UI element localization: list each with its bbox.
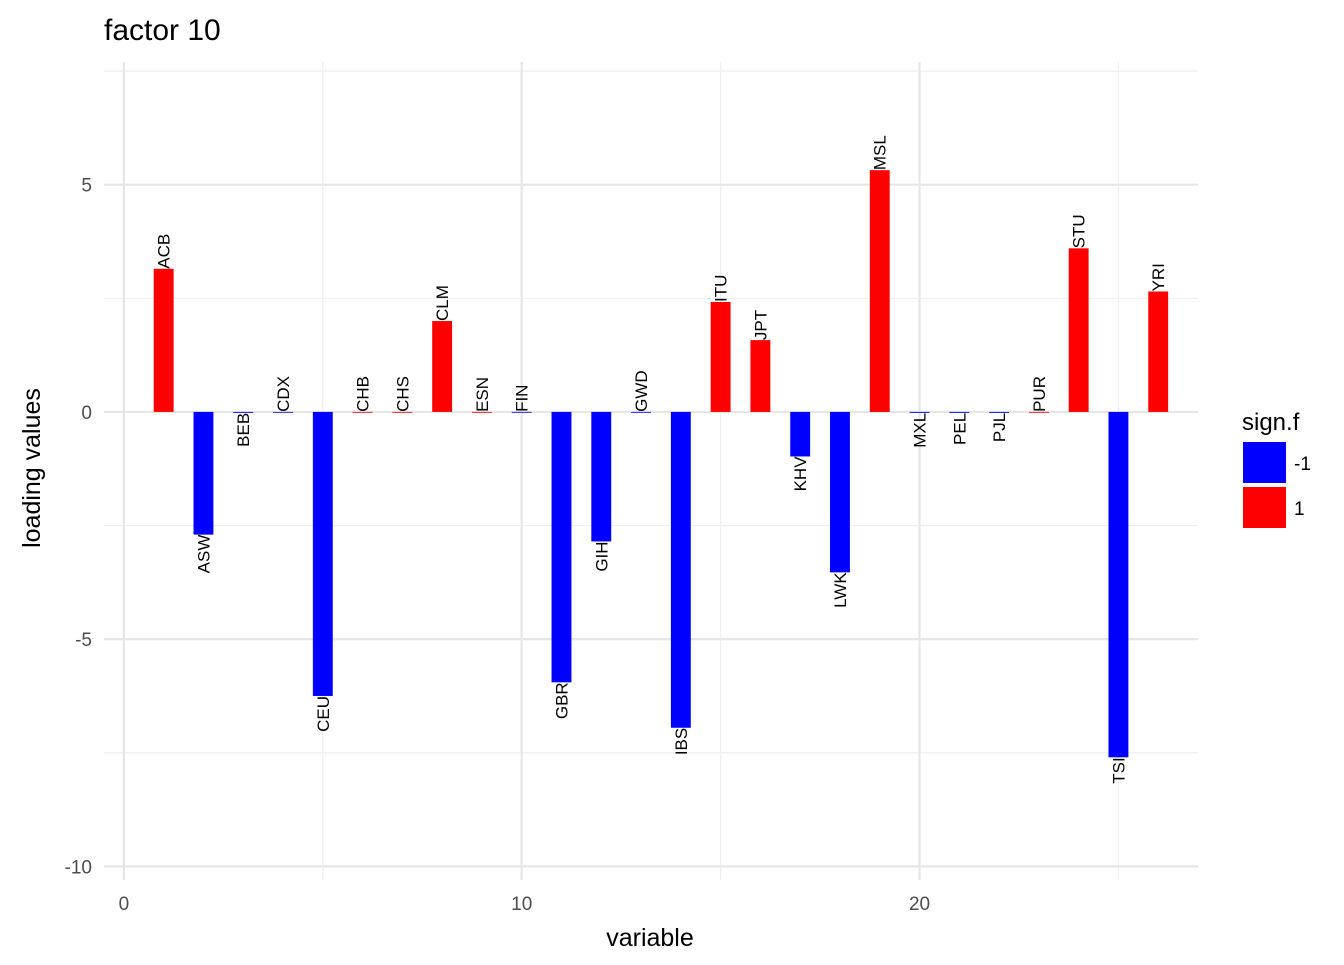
x-axis-title: variable [606,924,694,952]
bar-gih [591,411,612,542]
legend: sign.f -1 1 [1242,409,1311,528]
bar-yri [1148,291,1169,412]
bar-label-ibs: IBS [672,728,691,755]
bar-label-asw: ASW [194,535,213,574]
bar-label-msl: MSL [871,135,890,170]
bar-mxl [909,411,930,413]
bar-label-yri: YRI [1149,263,1168,291]
bar-label-fin: FIN [513,385,532,412]
bar-chb [352,411,373,413]
legend-title: sign.f [1242,409,1300,436]
legend-swatch-neg [1243,442,1286,483]
chart-title: factor 10 [104,14,221,47]
y-tick-label: 5 [81,176,92,197]
y-tick-label: 0 [81,403,92,424]
bar-label-clm: CLM [433,285,452,321]
bar-msl [869,170,890,412]
bar-ceu [312,411,333,696]
legend-label-pos: 1 [1294,499,1305,520]
grid [104,62,1198,880]
axis-ticks: 0 10 20 5 0 -5 -10 [65,176,931,915]
bar-label-pel: PEL [950,413,969,445]
bar-label-chb: CHB [354,376,373,412]
x-tick-label: 0 [119,894,130,915]
bar-gwd [631,411,651,413]
bar-label-esn: ESN [473,377,492,412]
y-axis-title: loading values [18,388,46,548]
bar-chs [392,411,413,413]
bar-stu [1068,248,1089,412]
bars [153,170,1169,758]
bar-label-ceu: CEU [314,696,333,732]
bar-cdx [273,411,293,413]
bar-label-gwd: GWD [632,370,651,412]
bar-label-gbr: GBR [552,682,571,719]
bar-label-mxl: MXL [911,413,930,448]
bar-label-lwk: LWK [831,572,850,608]
bar-label-gih: GIH [592,541,611,571]
x-tick-label: 20 [909,894,930,915]
bar-ibs [670,411,691,728]
bar-esn [471,411,492,413]
bar-label-jpt: JPT [751,310,770,340]
bar-pur [1028,411,1049,413]
legend-label-neg: -1 [1294,454,1311,475]
bar-label-tsi: TSI [1109,757,1128,783]
bar-acb [153,268,174,412]
bar-asw [193,411,214,535]
bar-label-beb: BEB [234,413,253,447]
bar-gbr [551,411,572,683]
bar-label-stu: STU [1070,214,1089,248]
bar-pel [949,411,970,413]
bar-beb [233,411,254,413]
bar-pjl [989,411,1010,413]
bar-label-cdx: CDX [274,376,293,412]
bar-label-khv: KHV [791,456,810,492]
bar-label-pur: PUR [1030,376,1049,412]
bar-itu [710,301,731,412]
y-tick-label: -5 [75,630,92,651]
bar-labels: ACB ASW BEB CDX CEU CHB CHS CLM ESN FIN GBR GIH GWD I… [155,135,1169,784]
bar-khv [790,411,811,457]
bar-label-pjl: PJL [990,413,1009,442]
bar-label-chs: CHS [393,376,412,412]
bar-jpt [750,340,771,412]
bar-clm [432,321,453,412]
bar-label-acb: ACB [155,234,174,269]
legend-swatch-pos [1243,487,1286,528]
bar-lwk [830,411,850,573]
bar-tsi [1108,411,1129,758]
x-tick-label: 10 [511,894,532,915]
bar-label-itu: ITU [712,275,731,302]
bar-fin [511,411,532,413]
y-tick-label: -10 [65,857,92,878]
